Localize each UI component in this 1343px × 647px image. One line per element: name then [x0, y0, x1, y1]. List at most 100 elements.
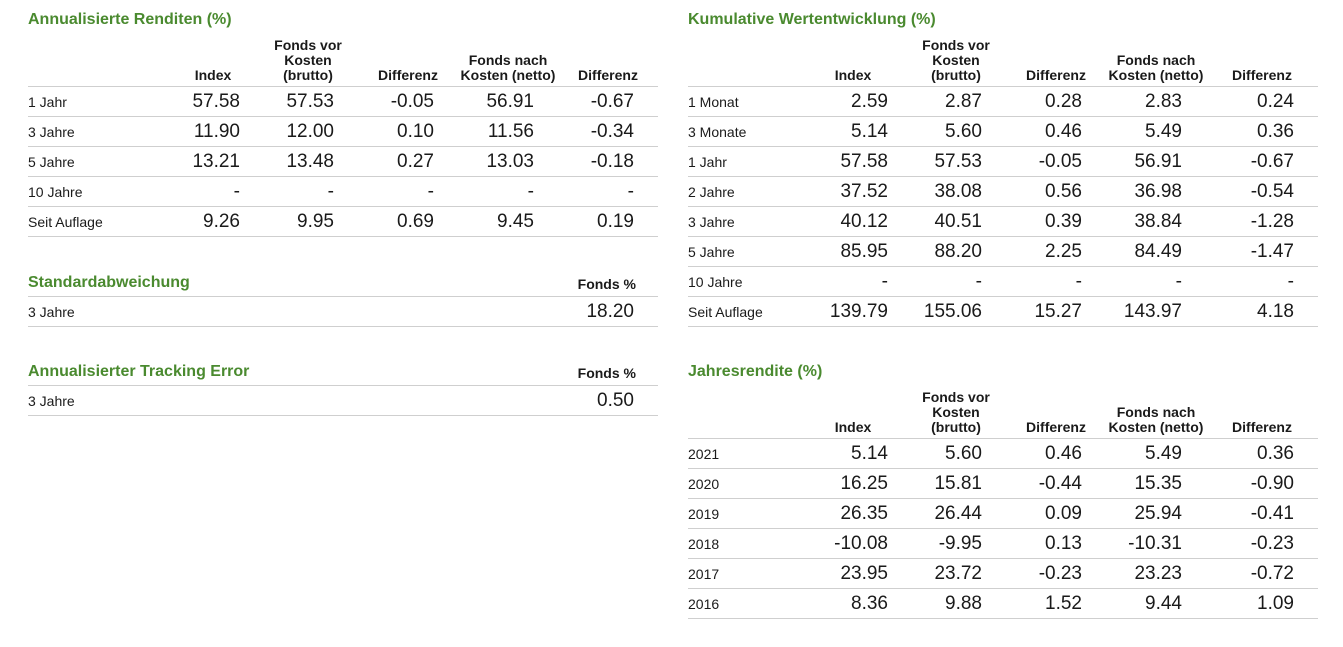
cumulative-performance-title: Kumulative Wertentwicklung (%): [688, 11, 936, 28]
index-value: 40.12: [800, 206, 906, 237]
fund-net-value: 143.97: [1106, 296, 1206, 327]
header-fund-net: Fonds nach Kosten (netto): [458, 38, 558, 87]
fund-gross-value: 5.60: [906, 116, 1006, 147]
fund-gross-value: 38.08: [906, 176, 1006, 207]
difference-gross-value: 15.27: [1006, 296, 1106, 327]
row-label: 1 Jahr: [688, 146, 800, 177]
difference-gross-value: 0.10: [358, 116, 458, 147]
header-fund-gross: Fonds vor Kosten (brutto): [906, 390, 1006, 439]
row-label: 2017: [688, 558, 800, 589]
index-value: 11.90: [168, 116, 258, 147]
table-row: 3 Jahre 40.12 40.51 0.39 38.84 -1.28: [688, 206, 1318, 237]
cumulative-performance-table: Index Fonds vor Kosten (brutto) Differenz F…: [688, 38, 1318, 327]
row-label: 10 Jahre: [688, 266, 800, 297]
fund-net-value: 84.49: [1106, 236, 1206, 267]
difference-gross-value: 0.39: [1006, 206, 1106, 237]
annualized-returns-table-wrap: Index Fonds vor Kosten (brutto) Differenz F…: [28, 38, 658, 237]
header-fund-net: Fonds nach Kosten (netto): [1106, 390, 1206, 439]
row-label: 3 Monate: [688, 116, 800, 147]
table-row: 2019 26.35 26.44 0.09 25.94 -0.41: [688, 498, 1318, 529]
row-label: 1 Monat: [688, 86, 800, 117]
fund-gross-value: 15.81: [906, 468, 1006, 499]
fund-gross-value: 155.06: [906, 296, 1006, 327]
index-value: 5.14: [800, 116, 906, 147]
difference-gross-value: 0.27: [358, 146, 458, 177]
difference-net-value: -: [1206, 266, 1318, 297]
fund-net-value: 15.35: [1106, 468, 1206, 499]
index-value: 26.35: [800, 498, 906, 529]
fund-net-value: 25.94: [1106, 498, 1206, 529]
fund-net-value: 9.45: [458, 206, 558, 237]
yearly-returns-title: Jahresrendite (%): [688, 363, 823, 380]
difference-net-value: 0.36: [1206, 438, 1318, 469]
header-index: Index: [168, 38, 258, 87]
header-label: [688, 38, 800, 87]
annualized-returns-title: Annualisierte Renditen (%): [28, 11, 232, 28]
header-fund-gross: Fonds vor Kosten (brutto): [258, 38, 358, 87]
difference-net-value: -0.72: [1206, 558, 1318, 589]
fund-gross-value: 88.20: [906, 236, 1006, 267]
row-label: 2021: [688, 438, 800, 469]
row-label: 1 Jahr: [28, 86, 168, 117]
table-row: 3 Monate 5.14 5.60 0.46 5.49 0.36: [688, 116, 1318, 147]
fund-gross-value: 2.87: [906, 86, 1006, 117]
difference-net-value: -1.28: [1206, 206, 1318, 237]
divider: [28, 415, 658, 416]
difference-net-value: 0.19: [558, 206, 658, 237]
fund-net-value: -10.31: [1106, 528, 1206, 559]
std-dev-row: 3 Jahre 18.20: [28, 297, 658, 326]
table-row: 2 Jahre 37.52 38.08 0.56 36.98 -0.54: [688, 176, 1318, 207]
difference-net-value: 4.18: [1206, 296, 1318, 327]
table-row: 2020 16.25 15.81 -0.44 15.35 -0.90: [688, 468, 1318, 499]
row-label: 2019: [688, 498, 800, 529]
row-label: 10 Jahre: [28, 176, 168, 207]
fund-net-value: 38.84: [1106, 206, 1206, 237]
table-header-row: Index Fonds vor Kosten (brutto) Differenz F…: [688, 38, 1318, 87]
index-value: 9.26: [168, 206, 258, 237]
difference-gross-value: 0.09: [1006, 498, 1106, 529]
fund-net-value: 56.91: [1106, 146, 1206, 177]
table-row: 2017 23.95 23.72 -0.23 23.23 -0.72: [688, 558, 1318, 589]
divider: [28, 326, 658, 327]
difference-gross-value: 2.25: [1006, 236, 1106, 267]
fund-net-value: -: [1106, 266, 1206, 297]
cumulative-performance-table-wrap: Index Fonds vor Kosten (brutto) Differenz F…: [688, 38, 1318, 327]
fund-net-value: 23.23: [1106, 558, 1206, 589]
fund-gross-value: 12.00: [258, 116, 358, 147]
index-value: -: [168, 176, 258, 207]
tracking-error-row: 3 Jahre 0.50: [28, 386, 658, 415]
index-value: -10.08: [800, 528, 906, 559]
header-fund-net: Fonds nach Kosten (netto): [1106, 38, 1206, 87]
table-row: 5 Jahre 13.21 13.48 0.27 13.03 -0.18: [28, 146, 658, 177]
fund-gross-value: 40.51: [906, 206, 1006, 237]
fund-gross-value: 5.60: [906, 438, 1006, 469]
yearly-returns-table-wrap: Index Fonds vor Kosten (brutto) Differenz F…: [688, 390, 1318, 619]
std-dev-title: Standardabweichung: [28, 274, 190, 291]
difference-gross-value: -0.44: [1006, 468, 1106, 499]
row-label: Seit Auflage: [28, 206, 168, 237]
table-row: 2021 5.14 5.60 0.46 5.49 0.36: [688, 438, 1318, 469]
header-difference-net: Differenz: [1206, 390, 1318, 439]
index-value: 2.59: [800, 86, 906, 117]
table-row: Seit Auflage 139.79 155.06 15.27 143.97 4.18: [688, 296, 1318, 327]
row-label: Seit Auflage: [688, 296, 800, 327]
index-value: 16.25: [800, 468, 906, 499]
row-label: 2 Jahre: [688, 176, 800, 207]
difference-gross-value: 0.13: [1006, 528, 1106, 559]
difference-gross-value: 0.69: [358, 206, 458, 237]
difference-net-value: -0.54: [1206, 176, 1318, 207]
fund-net-value: 56.91: [458, 86, 558, 117]
difference-gross-value: 0.56: [1006, 176, 1106, 207]
difference-net-value: -: [558, 176, 658, 207]
fund-net-value: 11.56: [458, 116, 558, 147]
fund-gross-value: -: [258, 176, 358, 207]
fund-net-value: -: [458, 176, 558, 207]
tracking-error-header: Fonds %: [577, 365, 636, 381]
row-label: 2016: [688, 588, 800, 619]
header-fund-gross: Fonds vor Kosten (brutto): [906, 38, 1006, 87]
header-difference-gross: Differenz: [1006, 38, 1106, 87]
difference-net-value: 1.09: [1206, 588, 1318, 619]
difference-net-value: -0.67: [558, 86, 658, 117]
fund-gross-value: -9.95: [906, 528, 1006, 559]
row-label: 5 Jahre: [28, 146, 168, 177]
